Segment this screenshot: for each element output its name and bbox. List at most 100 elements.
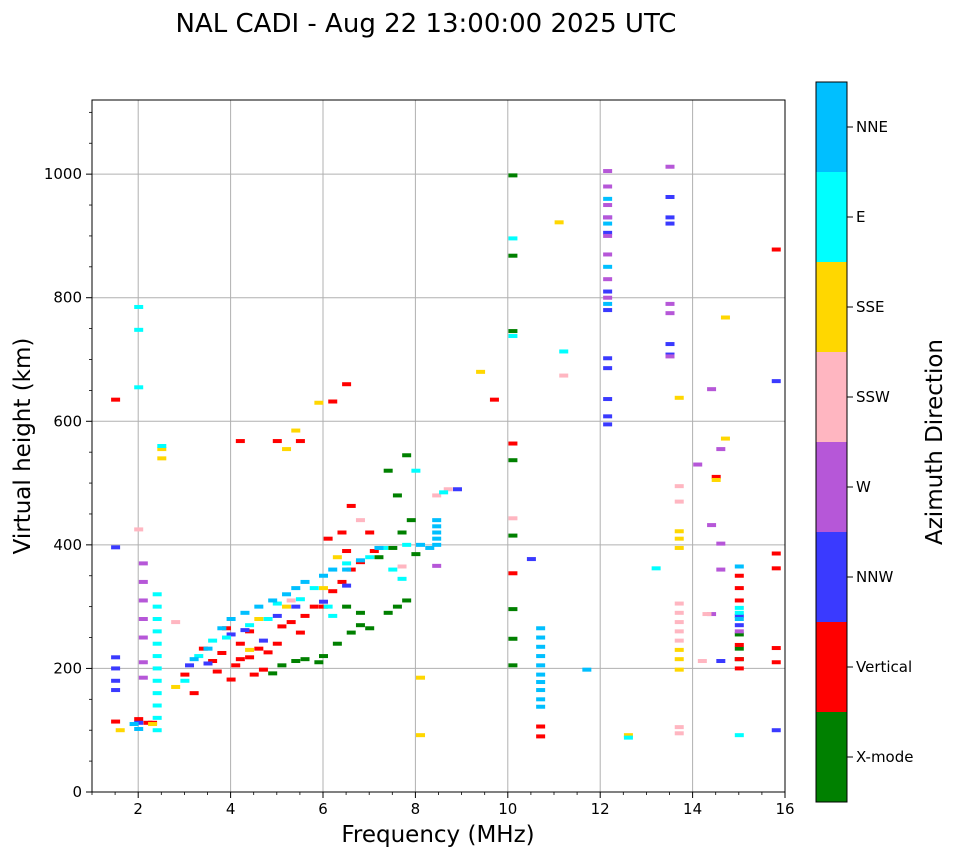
data-point xyxy=(221,635,231,640)
data-point xyxy=(536,697,546,702)
data-point xyxy=(152,703,162,708)
data-point xyxy=(328,399,338,404)
data-point xyxy=(263,650,273,655)
data-point xyxy=(734,605,744,610)
data-point xyxy=(432,563,442,568)
data-point xyxy=(674,601,684,606)
data-point xyxy=(277,624,287,629)
y-tick-label: 0 xyxy=(72,783,82,801)
data-point xyxy=(559,373,569,378)
data-point xyxy=(603,277,613,282)
data-point xyxy=(734,666,744,671)
data-point xyxy=(198,646,208,651)
data-point xyxy=(295,630,305,635)
data-point xyxy=(397,576,407,581)
x-axis-label: Frequency (MHz) xyxy=(341,822,534,848)
data-point xyxy=(268,671,278,676)
data-point xyxy=(508,607,518,612)
data-point xyxy=(489,397,499,402)
data-point xyxy=(536,734,546,739)
series-w xyxy=(138,164,744,680)
data-point xyxy=(152,654,162,659)
data-point xyxy=(716,447,726,452)
data-point xyxy=(536,654,546,659)
data-point xyxy=(355,623,365,628)
data-point xyxy=(734,733,744,738)
data-point xyxy=(665,342,675,347)
data-point xyxy=(707,387,717,392)
data-point xyxy=(734,617,744,621)
x-tick-label: 2 xyxy=(133,800,143,818)
data-point xyxy=(337,579,347,584)
data-point xyxy=(272,641,282,646)
x-tick-label: 16 xyxy=(775,800,794,818)
data-point xyxy=(443,487,453,492)
data-point xyxy=(603,356,613,361)
data-point xyxy=(734,623,744,628)
plot-background xyxy=(92,100,785,792)
data-point xyxy=(674,657,684,662)
data-point xyxy=(245,655,255,660)
y-tick-label: 400 xyxy=(53,536,82,554)
data-point xyxy=(134,527,144,532)
grid xyxy=(92,100,786,793)
data-point xyxy=(254,646,264,651)
data-point xyxy=(526,557,536,562)
data-point xyxy=(693,462,703,467)
y-tick-label: 200 xyxy=(53,659,82,677)
data-point xyxy=(397,530,407,535)
data-point xyxy=(716,659,726,664)
data-point xyxy=(536,680,546,685)
data-point xyxy=(258,667,268,672)
series-ssw xyxy=(134,373,712,736)
data-point xyxy=(342,604,352,609)
data-point xyxy=(716,567,726,572)
data-point xyxy=(245,647,255,652)
plot-area: 2 4 6 8 10 12 14 16 0 200 400 600 800 1000 xyxy=(44,99,795,818)
y-axis-label: Virtual height (km) xyxy=(10,338,36,555)
data-point xyxy=(536,663,546,668)
data-point xyxy=(138,579,148,584)
data-point xyxy=(603,203,613,208)
data-point xyxy=(157,456,167,461)
data-point xyxy=(171,684,181,689)
data-point xyxy=(369,549,379,554)
data-point xyxy=(554,220,564,225)
data-point xyxy=(651,566,661,571)
data-point xyxy=(388,545,398,550)
data-point xyxy=(603,196,613,201)
data-point xyxy=(212,669,222,674)
data-point xyxy=(365,555,375,560)
data-point xyxy=(383,468,393,473)
data-point xyxy=(674,536,684,541)
series-nnw xyxy=(111,195,781,733)
data-point xyxy=(111,397,121,402)
data-point xyxy=(180,672,190,677)
data-point xyxy=(674,499,684,504)
data-point xyxy=(734,629,744,634)
data-point xyxy=(138,561,148,566)
data-point xyxy=(603,308,613,313)
data-point xyxy=(734,646,744,651)
data-point xyxy=(603,414,613,419)
data-point xyxy=(536,644,546,649)
data-point xyxy=(138,675,148,680)
data-point xyxy=(138,660,148,665)
data-point xyxy=(152,715,162,720)
data-point xyxy=(508,533,518,538)
data-point xyxy=(111,666,121,671)
data-point xyxy=(157,444,167,448)
data-point xyxy=(697,659,707,664)
data-point xyxy=(337,530,347,535)
data-point xyxy=(734,657,744,662)
data-point xyxy=(707,523,717,528)
data-point xyxy=(536,724,546,729)
data-point xyxy=(374,555,384,560)
data-point xyxy=(674,725,684,730)
x-tick-label: 14 xyxy=(683,800,702,818)
data-point xyxy=(152,592,162,597)
data-point xyxy=(277,663,287,668)
data-point xyxy=(342,549,352,554)
data-point xyxy=(282,592,292,597)
